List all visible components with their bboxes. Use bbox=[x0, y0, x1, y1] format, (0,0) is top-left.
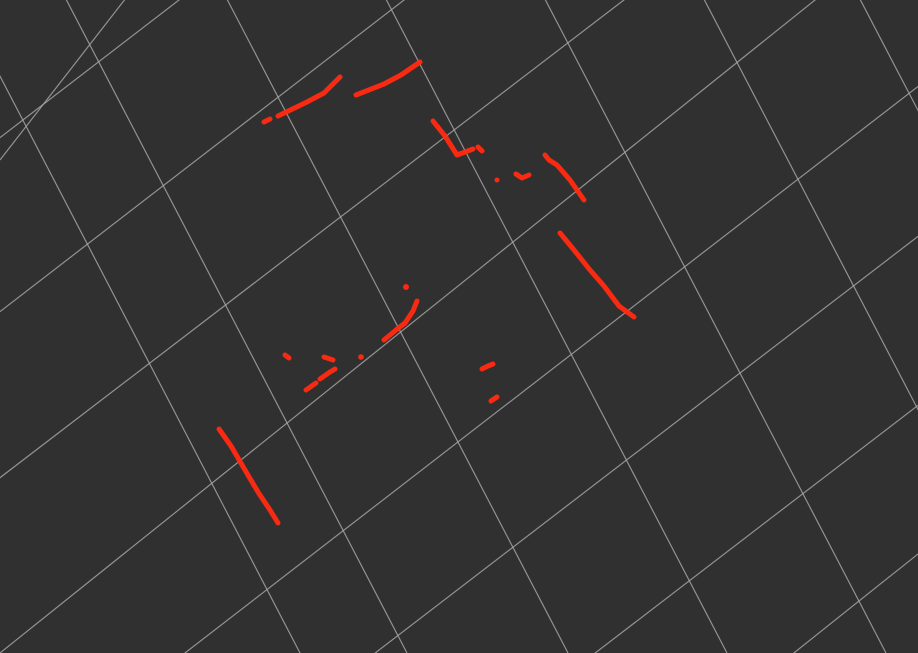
scan-segment bbox=[430, 118, 476, 158]
grid-line bbox=[65, 0, 408, 653]
grid-line bbox=[859, 0, 918, 112]
scan-segment bbox=[321, 354, 336, 363]
scan-segment bbox=[513, 171, 532, 181]
grid-line bbox=[544, 0, 887, 653]
scan-segment bbox=[216, 426, 281, 526]
grid-line bbox=[0, 0, 180, 139]
grid-line bbox=[792, 553, 918, 653]
scan-segment bbox=[542, 152, 587, 203]
grid-line bbox=[385, 0, 728, 653]
grid-line bbox=[374, 235, 918, 653]
grid-line bbox=[0, 0, 816, 653]
scan-segment bbox=[381, 298, 420, 343]
grid-line bbox=[594, 404, 918, 653]
scan-segment bbox=[261, 116, 273, 125]
scan-segment bbox=[488, 394, 500, 404]
grid-line bbox=[183, 85, 918, 653]
scan-segment bbox=[317, 366, 338, 382]
scan-segment bbox=[479, 361, 496, 372]
scan-segment bbox=[275, 74, 343, 119]
grid-line bbox=[0, 74, 301, 653]
scan-segment bbox=[282, 352, 292, 361]
laser-scan-points bbox=[216, 59, 637, 526]
grid-line bbox=[703, 0, 918, 411]
grid-line bbox=[226, 0, 569, 653]
grid-line bbox=[0, 0, 126, 161]
scan-segment bbox=[557, 230, 637, 320]
scan-segment bbox=[475, 144, 485, 154]
scan-point bbox=[494, 177, 500, 183]
scan-segment bbox=[353, 59, 423, 98]
grid-line bbox=[0, 0, 625, 479]
scan-point bbox=[403, 284, 409, 290]
grid-line bbox=[0, 0, 406, 313]
scan-point bbox=[358, 354, 364, 360]
scan-segment bbox=[303, 380, 319, 393]
